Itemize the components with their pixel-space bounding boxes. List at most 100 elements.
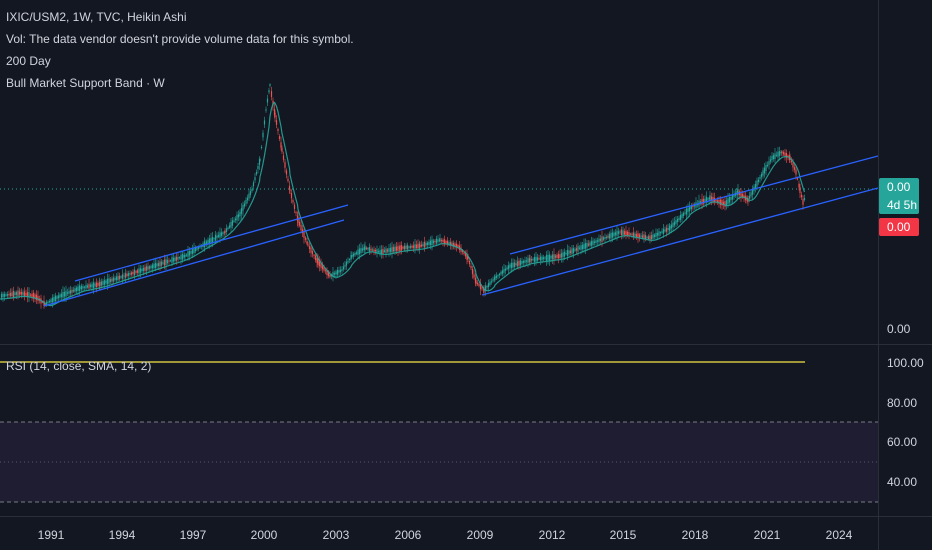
candle-body bbox=[475, 280, 477, 284]
candle-body bbox=[545, 254, 548, 261]
price-chart[interactable] bbox=[0, 0, 879, 344]
candle-body bbox=[406, 245, 409, 250]
candle-body bbox=[388, 248, 390, 253]
band-legend[interactable]: Bull Market Support Band · W bbox=[6, 76, 165, 90]
candle-body bbox=[222, 232, 224, 235]
symbol-legend[interactable]: IXIC/USM2, 1W, TVC, Heikin Ashi bbox=[6, 10, 187, 24]
candle-body bbox=[77, 286, 79, 291]
candle-body bbox=[607, 235, 609, 238]
candle-body bbox=[205, 241, 208, 245]
candle-body bbox=[408, 246, 410, 248]
rsi-pane[interactable] bbox=[0, 346, 878, 516]
candle-body bbox=[112, 277, 115, 282]
candle-body bbox=[32, 292, 35, 299]
candle-body bbox=[19, 291, 21, 295]
candle-body bbox=[363, 247, 365, 250]
candle-body bbox=[524, 260, 526, 263]
volume-legend[interactable]: Vol: The data vendor doesn't provide vol… bbox=[6, 32, 354, 46]
trend-line[interactable] bbox=[43, 219, 345, 307]
ma-legend[interactable]: 200 Day bbox=[6, 54, 51, 68]
candle-body bbox=[94, 283, 96, 287]
candle-body bbox=[572, 248, 575, 254]
candle-body bbox=[800, 194, 803, 198]
countdown-tag: 4d 5h bbox=[879, 196, 919, 214]
candle-body bbox=[371, 249, 374, 251]
candle-body bbox=[60, 293, 63, 298]
candle-body bbox=[145, 266, 148, 271]
candle-body bbox=[665, 227, 668, 232]
candle-body bbox=[571, 248, 573, 255]
candle-body bbox=[484, 285, 487, 292]
candle-body bbox=[85, 284, 87, 289]
time-label-2009: 2009 bbox=[466, 528, 494, 542]
candle-body bbox=[88, 283, 90, 289]
candle-body bbox=[599, 238, 602, 242]
candle-body bbox=[650, 235, 653, 240]
candle-body bbox=[681, 214, 683, 218]
candle-body bbox=[373, 249, 375, 252]
price-pane[interactable] bbox=[0, 0, 879, 344]
candle-body bbox=[236, 214, 238, 221]
rsi-chart[interactable] bbox=[0, 346, 878, 516]
candle-body bbox=[26, 292, 29, 297]
candle-body bbox=[109, 279, 112, 282]
candle-body bbox=[423, 241, 426, 248]
candle-body bbox=[150, 265, 152, 269]
candle-body bbox=[522, 260, 525, 264]
candle-body bbox=[598, 238, 600, 243]
trend-channels[interactable] bbox=[43, 155, 879, 307]
candle-body bbox=[437, 239, 439, 242]
candle-body bbox=[470, 265, 472, 269]
candle-body bbox=[722, 201, 725, 206]
rsi-legend[interactable]: RSI (14, close, SMA, 14, 2) bbox=[6, 359, 152, 373]
candle-body bbox=[5, 294, 7, 296]
candle-body bbox=[29, 294, 32, 296]
candle-body bbox=[509, 264, 511, 268]
candle-body bbox=[568, 250, 570, 255]
candle-body bbox=[399, 245, 401, 251]
candle-body bbox=[141, 268, 143, 272]
candle-body bbox=[716, 200, 719, 202]
candle-body bbox=[237, 214, 240, 218]
trend-line[interactable] bbox=[481, 187, 879, 296]
pane-separator[interactable] bbox=[0, 344, 932, 345]
candle-body bbox=[63, 291, 66, 297]
candle-body bbox=[245, 200, 247, 204]
candle-body bbox=[468, 260, 471, 265]
candle-body bbox=[733, 194, 735, 198]
candle-body bbox=[740, 191, 742, 198]
candle-body bbox=[254, 177, 256, 181]
candle-body bbox=[130, 272, 133, 275]
candle-body bbox=[661, 231, 663, 233]
candle-body bbox=[135, 271, 137, 273]
candle-body bbox=[317, 259, 319, 265]
candle-body bbox=[574, 249, 576, 251]
candle-body bbox=[637, 233, 639, 238]
time-label-2021: 2021 bbox=[753, 528, 781, 542]
candle-body bbox=[628, 232, 630, 236]
candle-body bbox=[466, 253, 468, 260]
candle-body bbox=[455, 243, 458, 248]
candle-body bbox=[83, 286, 86, 288]
candle-body bbox=[318, 261, 321, 267]
candle-body bbox=[616, 230, 618, 236]
candle-body bbox=[394, 246, 396, 252]
candle-body bbox=[689, 206, 691, 210]
candle-body bbox=[327, 272, 330, 277]
candle-body bbox=[181, 254, 184, 260]
candle-body bbox=[617, 231, 620, 234]
trend-line[interactable] bbox=[509, 155, 879, 255]
candle-body bbox=[133, 269, 136, 276]
candle-body bbox=[792, 162, 794, 168]
candle-body bbox=[542, 257, 545, 260]
trend-line[interactable] bbox=[74, 204, 349, 282]
candle-body bbox=[91, 283, 93, 288]
candle-body bbox=[350, 255, 352, 260]
candle-body bbox=[136, 270, 139, 273]
candle-body bbox=[777, 151, 779, 158]
candle-body bbox=[728, 197, 731, 203]
candle-body bbox=[611, 232, 614, 238]
candle-body bbox=[405, 245, 407, 249]
candle-body bbox=[115, 276, 118, 281]
candle-body bbox=[780, 151, 782, 154]
